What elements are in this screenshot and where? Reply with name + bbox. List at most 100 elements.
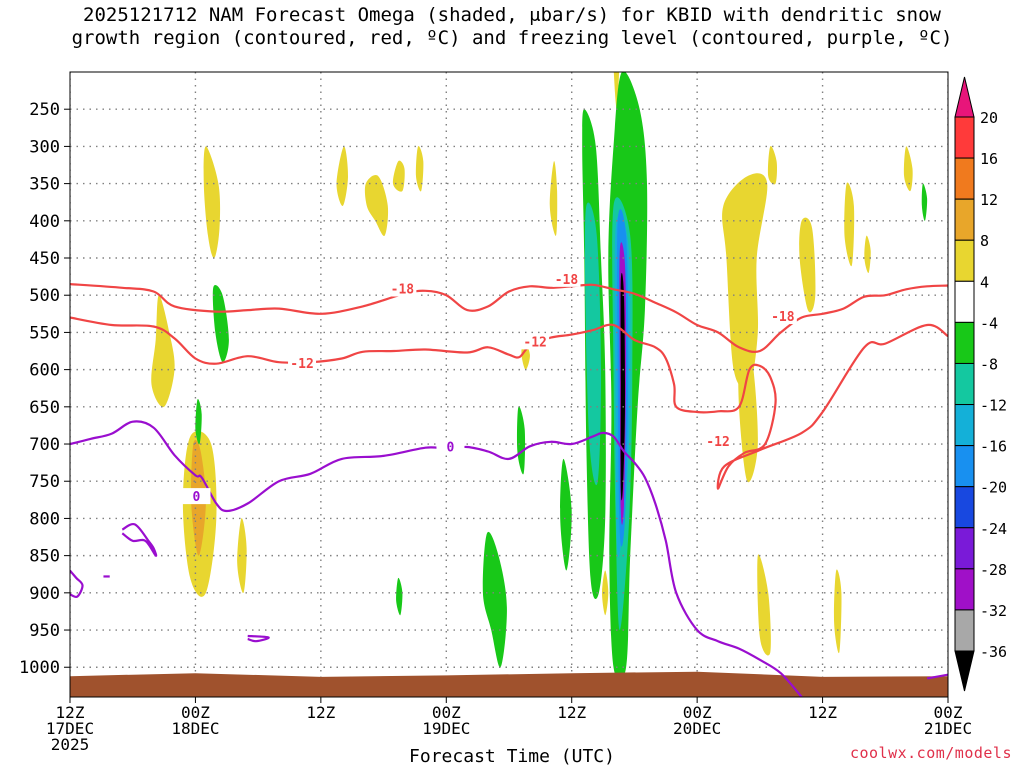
omega-region-9 [549,161,558,236]
x-tick-label-84-0: 00Z [934,703,963,722]
x-tick-label-24-0: 12Z [306,703,335,722]
colorbar-bin-5 [954,321,975,364]
colorbar-label-12: -32 [980,602,1007,620]
x-tick-label-0-1: 17DEC [46,719,94,738]
contour-sdz-minus18 [70,283,948,354]
omega-region-4 [392,160,405,192]
colorbar-under-triangle [954,650,975,692]
credit-link[interactable]: coolwx.com/models [849,744,1012,762]
y-tick-label-750: 750 [29,472,60,492]
colorbar-bin-6 [954,362,975,406]
x-tick-label-36-1: 19DEC [422,719,470,738]
omega-region-12 [602,570,609,616]
colorbar-bin-8 [954,445,975,488]
y-tick-label-450: 450 [29,249,60,269]
terrain-layer [70,671,948,697]
y-tick-label-950: 950 [29,621,60,641]
title-line-1: 2025121712 NAM Forecast Omega (shaded, μ… [83,4,941,26]
colorbar-bin-3 [954,239,975,282]
contour-label-sdz-minus18-0: -18 [391,283,415,298]
y-tick-label-900: 900 [29,584,60,604]
omega-region-2 [336,146,349,206]
omega-region-20 [757,554,771,656]
x-axis-title: Forecast Time (UTC) [409,746,615,767]
contour-label-freezing-level-0-1: 0 [447,440,455,455]
contour-label-sdz-minus12-2: -12 [706,435,729,450]
x-tick-label-48-0: 12Z [557,703,586,722]
y-tick-label-800: 800 [29,509,60,529]
colorbar-label-11: -28 [980,561,1007,579]
y-tick-label-1000: 1000 [19,658,60,678]
y-tick-label-600: 600 [29,361,60,381]
x-tick-label-0-0: 12Z [56,703,85,722]
colorbar-bin-11 [954,568,975,611]
colorbar-label-3: 8 [980,232,989,250]
y-tick-label-250: 250 [29,100,60,120]
colorbar-bin-1 [954,157,975,200]
colorbar-bin-0 [954,116,975,159]
omega-region-16 [799,217,816,313]
colorbar-label-1: 16 [980,150,998,168]
contour-label-sdz-minus18-1: -18 [555,273,579,288]
omega-region-25 [482,531,507,668]
y-tick-label-850: 850 [29,547,60,567]
omega-region-17 [844,182,855,267]
y-tick-label-650: 650 [29,398,60,418]
colorbar-label-8: -16 [980,438,1007,456]
colorbar-bin-9 [954,486,975,529]
colorbar-bin-2 [954,198,975,241]
y-tick-label-350: 350 [29,175,60,195]
omega-region-18 [864,235,871,273]
colorbar-label-7: -12 [980,397,1007,415]
colorbar-label-6: -8 [980,355,998,373]
colorbar-over-triangle [954,76,975,118]
terrain-fill [70,671,948,697]
colorbar-label-0: 20 [980,109,998,127]
contour-label-bg [521,333,550,350]
contour-freezing-level-0-d [121,522,158,557]
contour-layer: -18 -18 -18 -12 -12 -12 0 0 [70,270,948,697]
contour-label-bg [288,354,317,371]
colorbar-bin-7 [954,404,975,447]
contour-freezing-level-0-b [926,673,948,680]
colorbar-label-5: -4 [980,314,998,332]
contour-label-freezing-level-0-0: 0 [193,490,201,505]
y-tick-label-550: 550 [29,323,60,343]
omega-region-24 [396,577,403,616]
x-tick-label-0-2: 2025 [51,735,90,754]
contour-freezing-level-0-c [70,569,84,599]
x-tick-label-12-0: 00Z [181,703,210,722]
colorbar-label-9: -20 [980,479,1007,497]
contour-label-sdz-minus12-0: -12 [290,357,313,372]
x-tick-label-60-0: 00Z [683,703,712,722]
omega-region-21 [833,569,842,654]
title-line-2: growth region (contoured, red, ºC) and f… [71,27,953,49]
colorbar-bin-12 [954,609,975,652]
omega-region-31 [584,202,602,486]
colorbar-label-13: -36 [980,643,1007,661]
omega-region-22 [212,285,229,363]
omega-region-8 [237,518,247,594]
colorbar-label-10: -24 [980,520,1007,538]
colorbar-bin-10 [954,527,975,570]
contour-label-sdz-minus12-1: -12 [523,335,546,350]
omega-region-23 [195,399,202,445]
grid [70,72,948,697]
colorbar-label-4: 4 [980,273,989,291]
colorbar: 20 16 12 8 4 -4 -8 -12 -16 -20 -24 -28 -32 -36 [954,76,1007,692]
omega-region-15 [767,146,778,185]
contour-label-bg [182,488,211,505]
x-tick-label-36-0: 00Z [432,703,461,722]
y-tick-label-500: 500 [29,286,60,306]
colorbar-label-2: 12 [980,191,998,209]
contour-freezing-level-0-f [247,634,270,643]
colorbar-bin-4 [954,280,975,323]
x-tick-label-72-0: 12Z [808,703,837,722]
omega-region-19 [903,146,913,192]
x-tick-label-84-1: 21DEC [924,719,972,738]
contour-label-bg [388,280,417,297]
contour-label-bg [436,438,465,455]
omega-region-1 [203,146,221,259]
omega-region-14 [722,173,768,389]
x-tick-label-12-1: 18DEC [171,719,219,738]
